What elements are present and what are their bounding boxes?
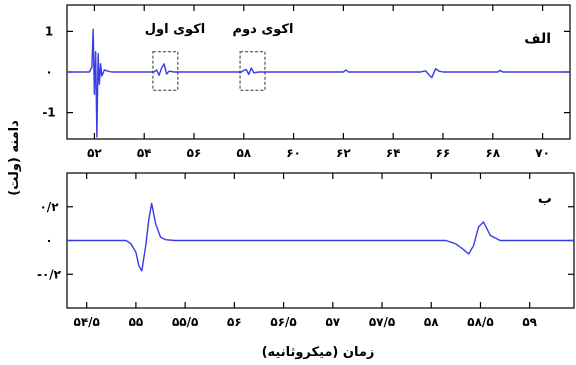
x-tick-label: ۵۸ (236, 146, 251, 160)
echo-box (239, 51, 266, 91)
panel-b: ۵۴/۵ ۵۵ ۵۵/۵ ۵۶ ۵۶/۵ ۵۷ ۵۷/۵ ۵۸ ۵۸/۵ ۵۹ ۰/۲ ۰ -۰/۲ ب (37, 172, 575, 329)
series-line (67, 202, 574, 272)
y-tick-label: ۰ (45, 234, 52, 248)
x-tick-label: ۵۲ (87, 146, 102, 160)
panel-a-letter: الف (524, 31, 551, 47)
panel-a: ۵۲ ۵۴ ۵۶ ۵۸ ۶۰ ۶۲ ۶۴ ۶۶ ۶۸ ۷۰ 1 ۰ -1 الف اکوی اول اک… (42, 4, 571, 160)
echo-label-first: اکوی اول (145, 22, 205, 37)
x-tick-label: ۵۵ (129, 315, 144, 329)
panel-b-series (67, 202, 574, 272)
x-tick-label: ۶۴ (386, 146, 401, 160)
y-tick-label: -۰/۲ (37, 267, 62, 281)
x-tick-label: ۵۷/۵ (369, 315, 395, 329)
y-tick-label: 1 (45, 24, 53, 38)
x-tick-label: ۵۹ (522, 315, 537, 329)
x-tick-label: ۵۴/۵ (74, 315, 100, 329)
x-tick-label: ۵۶ (227, 315, 242, 329)
x-tick-label: ۶۰ (286, 146, 301, 160)
panel-a-series (67, 28, 570, 138)
x-axis-label: زمان (میکروثانیه) (262, 345, 375, 360)
x-tick-label: ۵۴ (137, 146, 152, 160)
x-tick-label: ۵۶/۵ (270, 315, 296, 329)
panel-a-echo-boxes (152, 51, 266, 91)
y-tick-label: -1 (42, 106, 55, 120)
echo-box (152, 51, 179, 91)
panel-b-ticks: ۵۴/۵ ۵۵ ۵۵/۵ ۵۶ ۵۶/۵ ۵۷ ۵۷/۵ ۵۸ ۵۸/۵ ۵۹ ۰/۲ ۰ -۰/۲ (37, 173, 574, 329)
x-tick-label: ۵۸/۵ (467, 315, 493, 329)
y-tick-label: ۰/۲ (39, 200, 59, 214)
panel-a-ticks: ۵۲ ۵۴ ۵۶ ۵۸ ۶۰ ۶۲ ۶۴ ۶۶ ۶۸ ۷۰ 1 ۰ -1 (42, 5, 570, 160)
series-line (67, 28, 570, 138)
x-tick-label: ۵۵/۵ (172, 315, 198, 329)
x-tick-label: ۵۸ (424, 315, 439, 329)
echo-label-second: اکوی دوم (233, 22, 294, 37)
x-tick-label: ۶۲ (336, 146, 351, 160)
x-tick-label: ۵۶ (187, 146, 202, 160)
x-tick-label: ۷۰ (535, 146, 550, 160)
x-tick-label: ۵۷ (325, 315, 340, 329)
panel-b-letter: ب (538, 191, 552, 207)
x-tick-label: ۶۸ (485, 146, 500, 160)
y-axis-label: دامنه (ولت) (7, 120, 22, 196)
x-tick-label: ۶۶ (436, 146, 451, 160)
y-tick-label: ۰ (45, 65, 52, 79)
